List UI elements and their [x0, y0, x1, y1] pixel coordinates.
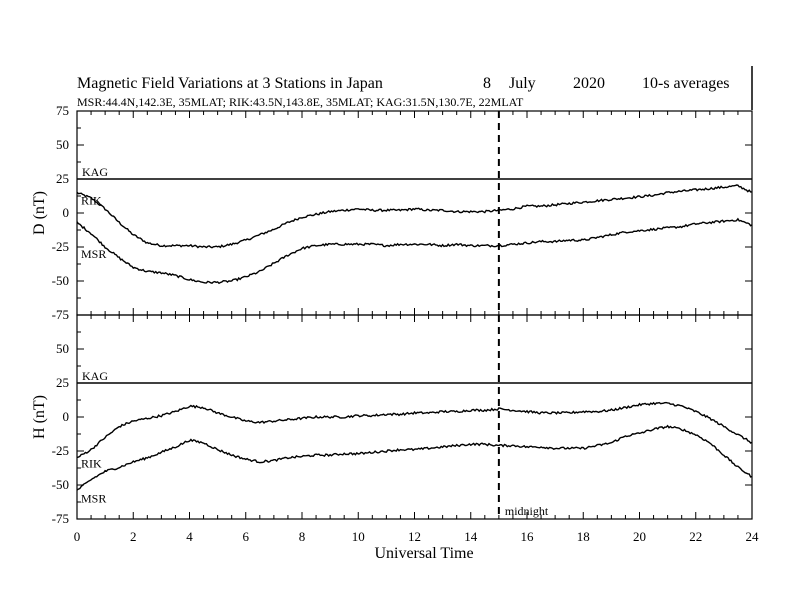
y-tick-label-d: -25: [52, 239, 69, 254]
x-tick-label: 2: [130, 529, 137, 544]
y-tick-label-h: 0: [63, 409, 70, 424]
series-label-kag: KAG: [82, 369, 108, 383]
y-tick-label-h: 25: [56, 375, 69, 390]
x-tick-label: 6: [243, 529, 250, 544]
y-tick-label-d: 50: [56, 137, 69, 152]
series-label-rik: RIK: [81, 456, 102, 470]
y-tick-label-d: 75: [56, 103, 69, 118]
x-tick-label: 10: [352, 529, 365, 544]
x-tick-label: 0: [74, 529, 81, 544]
y-axis-title-d: D (nT): [31, 191, 48, 235]
chart-title-text: Magnetic Field Variations at 3 Stations …: [77, 75, 383, 92]
axis-ticks: [76, 110, 753, 520]
series-line-msr-h: [76, 424, 753, 491]
y-tick-label-d: -50: [52, 273, 69, 288]
chart-title-averaging: 10-s averages: [642, 75, 730, 92]
series-line-rik-d: [76, 184, 752, 249]
chart-title-month: July: [509, 75, 536, 92]
panel-frame-d: [76, 110, 753, 316]
series-label-rik: RIK: [81, 194, 102, 208]
x-tick-label: 16: [521, 529, 535, 544]
panel-frame-h: [76, 314, 753, 520]
series-line-rik-h: [76, 401, 753, 459]
x-tick-label: 22: [689, 529, 702, 544]
x-tick-label: 12: [408, 529, 421, 544]
axis-labels: 75 50 25 0 -25 -50 -75 D (nT) 50 25 0 -25 -50 -75 H (n…: [31, 103, 759, 544]
chart-title-year: 2020: [573, 75, 605, 92]
y-tick-label-d: -75: [52, 307, 69, 322]
y-tick-label-h: -50: [52, 477, 69, 492]
series-labels: KAG RIK MSR KAG RIK MSR: [81, 165, 108, 506]
x-tick-label: 24: [746, 529, 760, 544]
x-tick-label: 14: [464, 529, 478, 544]
x-tick-label: 4: [186, 529, 193, 544]
y-axis-title-h: H (nT): [31, 395, 48, 439]
y-tick-label-h: 50: [56, 341, 69, 356]
midnight-label: midnight: [505, 504, 549, 518]
x-tick-label: 18: [577, 529, 590, 544]
series-line-msr-d: [76, 217, 753, 285]
x-tick-label: 8: [299, 529, 306, 544]
x-tick-label: 20: [633, 529, 646, 544]
y-tick-label-h: -75: [52, 511, 69, 526]
y-tick-label-h: -25: [52, 443, 69, 458]
y-tick-label-d: 0: [63, 205, 70, 220]
chart-title: Magnetic Field Variations at 3 Stations …: [77, 75, 730, 92]
data-lines: [76, 178, 753, 491]
chart-title-day: 8: [483, 75, 491, 92]
series-label-msr: MSR: [81, 247, 106, 261]
chart-subtitle-stations: MSR:44.4N,142.3E, 35MLAT; RIK:43.5N,143.…: [77, 95, 524, 109]
x-axis-title: Universal Time: [374, 545, 473, 562]
series-label-msr: MSR: [81, 492, 106, 506]
y-tick-label-d: 25: [56, 171, 69, 186]
series-label-kag: KAG: [82, 165, 108, 179]
